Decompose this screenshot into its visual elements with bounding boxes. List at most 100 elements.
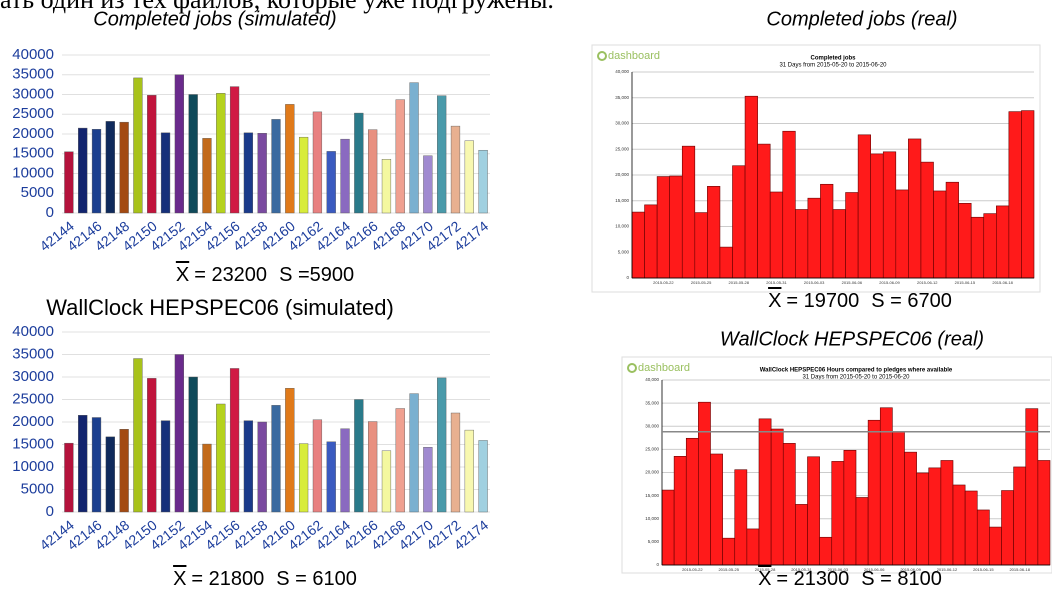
y-tick-label: 15000 [12, 145, 54, 162]
stat-mean-symbol: X [758, 568, 771, 590]
bar [326, 151, 336, 214]
bar [807, 456, 820, 566]
chart-title: Completed jobs [810, 56, 856, 62]
brand: dashboard [638, 362, 690, 374]
bar [870, 153, 884, 279]
bar [757, 143, 771, 279]
bar [478, 440, 488, 513]
bar [437, 95, 447, 214]
bar [395, 408, 405, 513]
stat-sd: S = 6100 [276, 568, 357, 590]
y-tick-label: 30,000 [615, 121, 629, 126]
bar [64, 151, 74, 214]
brand-logo [627, 363, 637, 373]
y-tick-label: 10,000 [645, 516, 659, 521]
bar [243, 132, 254, 214]
x-tick-label: 2015-05-28 [729, 280, 750, 285]
bar [719, 246, 733, 279]
bar [78, 415, 88, 513]
bar [989, 526, 1002, 566]
bar [354, 112, 364, 214]
bar [478, 149, 488, 214]
x-tick-label: 2015-06-03 [828, 567, 849, 572]
bar [1021, 110, 1035, 279]
bar [271, 405, 281, 513]
y-tick-label: 15000 [12, 435, 54, 452]
y-tick-label: 20000 [12, 125, 54, 142]
bar [188, 376, 198, 513]
stats: X = 21800 S = 6100 [173, 568, 357, 590]
y-tick-label: 0 [626, 275, 629, 280]
bar [916, 472, 930, 566]
x-tick-label: 2015-06-09 [900, 567, 921, 572]
bar [312, 419, 323, 513]
x-tick-label: 2015-06-18 [992, 280, 1013, 285]
x-tick-label: 2015-06-09 [879, 280, 900, 285]
y-tick-label: 40000 [12, 323, 54, 340]
y-tick-label: 30000 [12, 368, 54, 385]
bar [133, 77, 143, 214]
bar [694, 212, 708, 279]
y-tick-label: 20000 [12, 413, 54, 430]
bar [381, 159, 392, 214]
x-tick-label: 2015-05-31 [791, 567, 812, 572]
bar [91, 417, 102, 513]
bar [188, 94, 198, 214]
y-tick-label: 0 [46, 204, 54, 221]
bar [895, 189, 909, 279]
bar [229, 86, 240, 214]
bar [423, 447, 433, 513]
bar [656, 176, 670, 279]
bar [105, 121, 115, 214]
stat-sd: S = 6700 [871, 290, 952, 312]
bar [243, 420, 254, 513]
bar [933, 190, 947, 279]
bar [133, 358, 143, 513]
bar [996, 205, 1010, 279]
bar [882, 151, 897, 279]
y-tick-label: 15,000 [615, 198, 629, 203]
y-tick-label: 10000 [12, 164, 54, 181]
y-tick-label: 35,000 [645, 400, 659, 405]
bar [908, 138, 922, 279]
bar [105, 436, 115, 513]
bar [964, 490, 978, 566]
stats: X = 19700 S = 6700 [768, 290, 952, 312]
bar [119, 429, 129, 513]
y-tick-label: 25,000 [615, 146, 629, 151]
bar [395, 99, 405, 214]
stat-mean: = 23200 [194, 264, 267, 286]
bar [78, 127, 88, 214]
bar [368, 421, 378, 513]
bar [945, 181, 959, 279]
y-tick-label: 5,000 [648, 539, 660, 544]
bar [147, 378, 157, 513]
x-tick-label: 2015-06-06 [842, 280, 863, 285]
bar [983, 213, 997, 279]
bar [1037, 460, 1051, 566]
bar [229, 368, 240, 513]
bar [867, 419, 881, 566]
bar [147, 95, 157, 214]
stat-sd: S =5900 [279, 264, 354, 286]
bar [1008, 111, 1022, 279]
bar [722, 537, 736, 566]
bar [819, 536, 833, 566]
bar [326, 441, 336, 513]
bar [409, 393, 419, 513]
y-tick-label: 25000 [12, 105, 54, 122]
bar [257, 133, 267, 214]
bar [160, 132, 171, 214]
bar [707, 186, 721, 279]
x-tick-label: 2015-06-12 [917, 280, 938, 285]
bar [732, 165, 746, 279]
stats: X = 23200 S =5900 [176, 264, 354, 286]
bar [450, 412, 461, 513]
bar [257, 421, 267, 513]
y-tick-label: 5000 [21, 480, 54, 497]
bar [976, 509, 990, 566]
bar [669, 175, 683, 279]
y-tick-label: 0 [46, 503, 54, 520]
bar [298, 443, 309, 513]
